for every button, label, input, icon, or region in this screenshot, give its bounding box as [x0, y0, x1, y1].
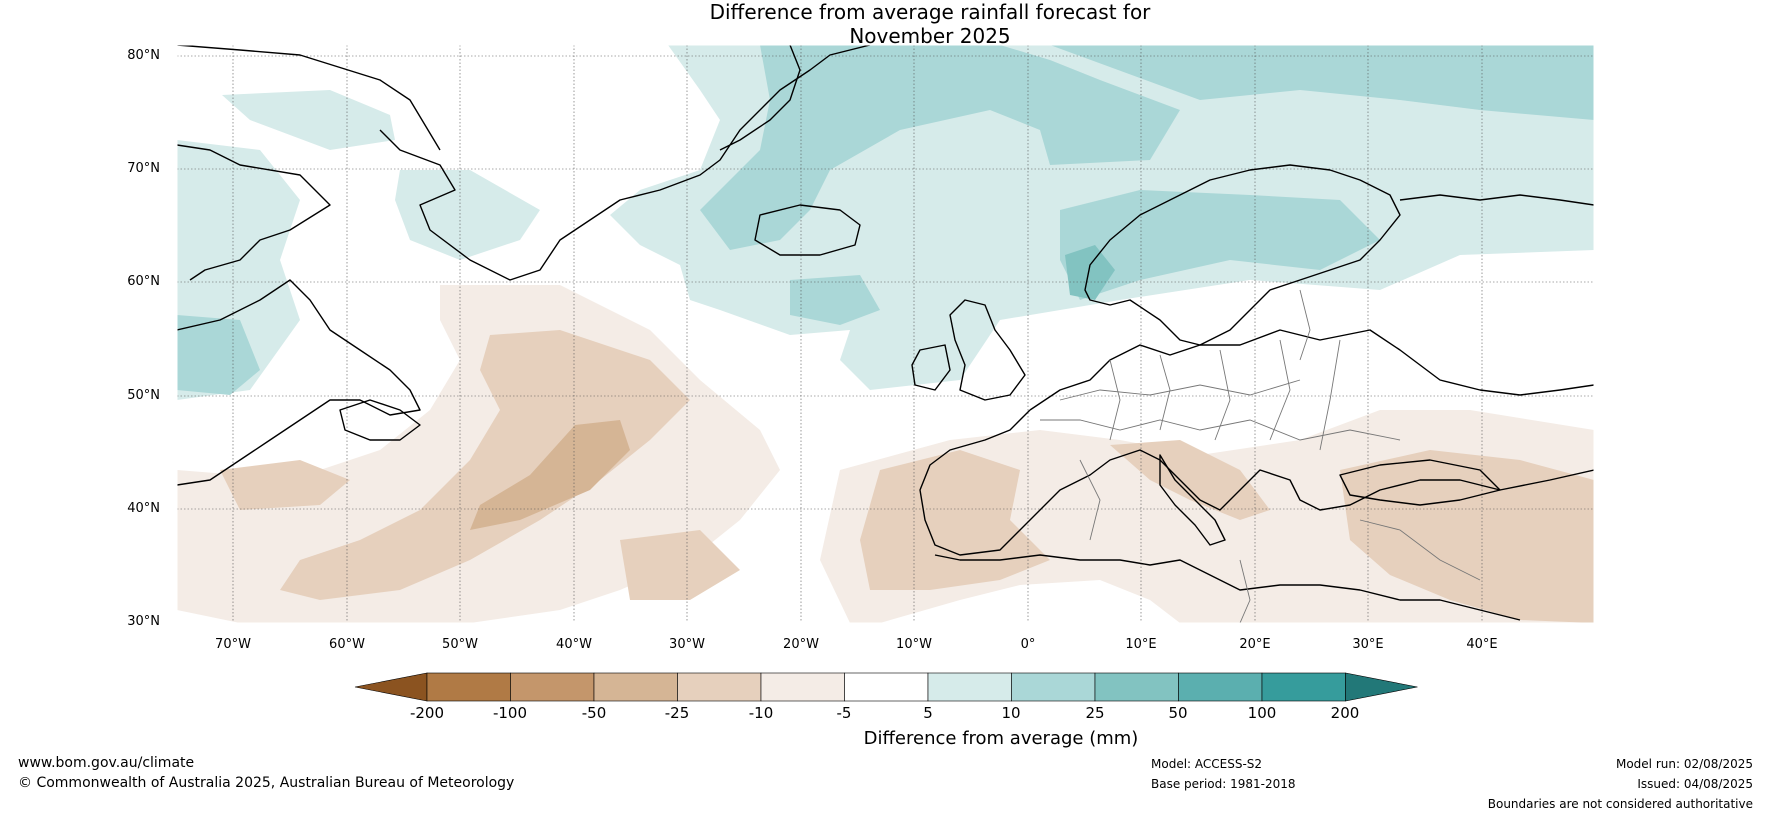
mid-atlantic-dry-core: [280, 330, 690, 600]
map-title: Difference from average rainfall forecas…: [0, 0, 1770, 48]
footer-website: www.bom.gov.au/climate: [18, 755, 195, 771]
colorbar: [354, 672, 1418, 702]
wet-anomaly-strong: [1065, 245, 1115, 300]
colorbar-tick-label: 50: [1168, 704, 1188, 722]
colorbar-swatch: [426, 672, 511, 702]
lon-label-30e: 30°E: [1352, 637, 1384, 652]
italy-coast: [1159, 454, 1226, 546]
dry-anomaly-strong: [470, 420, 630, 530]
colorbar-tick-label: -50: [581, 704, 607, 722]
colorbar-tick-label: -25: [664, 704, 690, 722]
iceland-coast: [754, 204, 861, 256]
footer-copyright: © Commonwealth of Australia 2025, Austra…: [18, 775, 515, 791]
lon-label-60w: 60°W: [329, 637, 365, 652]
iberia-coast: [919, 409, 1594, 556]
iceland-wet-core: [790, 275, 880, 325]
lon-label-20w: 20°W: [783, 637, 819, 652]
colorbar-swatch: [510, 672, 595, 702]
colorbar-tick-label: 200: [1330, 704, 1360, 722]
lon-label-10e: 10°E: [1125, 637, 1157, 652]
colorbar-tick-label: -200: [409, 704, 445, 722]
lon-label-50w: 50°W: [442, 637, 478, 652]
colorbar-tick-label: -100: [492, 704, 528, 722]
greenland-coast: [177, 45, 871, 281]
sahara-dry-core: [620, 530, 740, 600]
colorbar-swatch: [1094, 672, 1179, 702]
lon-label-10w: 10°W: [896, 637, 932, 652]
scandinavia-wet-core: [1060, 190, 1380, 300]
colorbar-title: Difference from average (mm): [0, 728, 1770, 749]
north-africa-coast: [934, 554, 1521, 621]
lon-label-70w: 70°W: [215, 637, 251, 652]
graticule: [177, 45, 1594, 623]
baffin-wet-region: [222, 90, 395, 150]
lon-label-0: 0°: [1020, 637, 1036, 652]
colorbar-swatch: [1178, 672, 1263, 702]
footer-base-period: Base period: 1981-2018: [1151, 777, 1296, 791]
footer-model: Model: ACCESS-S2: [1151, 757, 1263, 771]
footer-model-run: Model run: 02/08/2025: [1615, 757, 1753, 771]
coastlines: [177, 45, 1594, 621]
lon-label-40w: 40°W: [556, 637, 592, 652]
colorbar-swatch: [593, 672, 678, 702]
colorbar-tick-label: -10: [748, 704, 774, 722]
russia-arctic-coast: [1399, 194, 1594, 206]
labrador-wet-core: [177, 315, 260, 395]
svalbard-wet-core: [1050, 45, 1594, 120]
colorbar-tick-label: -5: [836, 704, 852, 722]
great-britain-coast: [949, 299, 1026, 401]
greenland-sea-wet-core: [700, 45, 1180, 250]
central-atlantic-dry-core: [470, 420, 630, 530]
iberia-dry-core: [860, 450, 1050, 590]
lon-label-30w: 30°W: [669, 637, 705, 652]
scandinavia-coast: [1084, 164, 1401, 346]
footer-issued: Issued: 04/08/2025: [1637, 777, 1753, 791]
map-area: [177, 45, 1594, 623]
country-borders: [1040, 289, 1481, 623]
norway-wet-core: [1065, 245, 1115, 300]
lat-label-40n: 40°N: [127, 501, 160, 516]
colorbar-swatch: [927, 672, 1012, 702]
colorbar-swatch: [844, 672, 929, 702]
title-line-2: November 2025: [849, 24, 1011, 48]
colorbar-swatch: [677, 672, 762, 702]
lat-label-80n: 80°N: [127, 48, 160, 63]
colorbar-tick-label: 100: [1247, 704, 1277, 722]
turkey-dry-core: [1340, 450, 1594, 623]
colorbar-tick-label: 5: [923, 704, 933, 722]
lon-label-20e: 20°E: [1239, 637, 1271, 652]
footer-disclaimer: Boundaries are not considered authoritat…: [1487, 797, 1753, 811]
lon-label-40e: 40°E: [1466, 637, 1498, 652]
lat-label-70n: 70°N: [127, 161, 160, 176]
colorbar-arrow-high: [1345, 672, 1418, 702]
map-frame: [176, 44, 1595, 624]
title-line-1: Difference from average rainfall forecas…: [709, 0, 1151, 24]
colorbar-arrow-low: [354, 672, 428, 702]
lat-label-60n: 60°N: [127, 274, 160, 289]
colorbar-title-text: Difference from average (mm): [863, 728, 1139, 749]
lat-label-50n: 50°N: [127, 388, 160, 403]
colorbar-swatch: [1261, 672, 1346, 702]
black-sea-coast: [1339, 459, 1501, 506]
colorbar-swatch: [760, 672, 845, 702]
baffin-coast: [177, 45, 441, 151]
colorbar-tick-label: 10: [1001, 704, 1021, 722]
lat-label-30n: 30°N: [127, 614, 160, 629]
greenland-east-coast: [719, 45, 801, 151]
europe-mainland-coast: [1029, 329, 1594, 411]
labrador-coast: [177, 279, 421, 486]
ireland-coast: [911, 344, 951, 391]
colorbar-swatch: [1011, 672, 1096, 702]
davis-strait-wet-region: [395, 170, 540, 260]
newfoundland-coast: [339, 399, 421, 441]
north-america-dry-core: [220, 460, 350, 510]
colorbar-tick-label: 25: [1085, 704, 1105, 722]
